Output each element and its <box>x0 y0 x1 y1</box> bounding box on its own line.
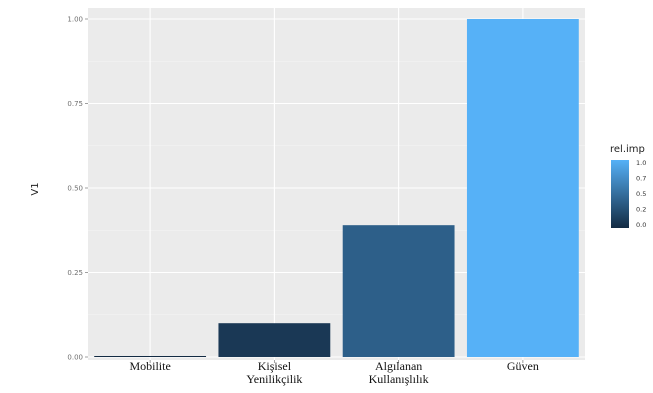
y-axis-title: V1 <box>30 182 41 195</box>
y-tick-label: 0.25 <box>67 269 83 277</box>
color-legend: rel.imp 1.0 0.7 0.5 0.2 0.0 <box>610 144 646 229</box>
y-tick-label: 0.75 <box>67 100 83 108</box>
x-tick-label: Algılanan <box>375 359 422 373</box>
x-tick-label: Mobilite <box>129 359 170 373</box>
x-tick-label: Güven <box>507 359 539 373</box>
legend-label: 0.0 <box>636 221 646 229</box>
bar <box>342 225 455 357</box>
legend-label: 0.7 <box>636 175 646 183</box>
bars <box>94 19 579 357</box>
bar <box>94 356 207 357</box>
y-tick-label: 0.00 <box>67 354 83 362</box>
y-tick-label: 0.50 <box>67 185 83 193</box>
y-axis: 0.00 0.25 0.50 0.75 1.00 <box>67 16 88 362</box>
y-tick-label: 1.00 <box>67 16 83 24</box>
x-tick-label: Kişisel <box>258 359 292 373</box>
bar <box>466 19 579 357</box>
legend-label: 1.0 <box>636 159 646 167</box>
legend-label: 0.2 <box>636 206 646 214</box>
legend-title: rel.imp <box>610 144 645 155</box>
bar <box>218 323 331 357</box>
x-tick-label: Kullanışlılık <box>369 372 429 386</box>
legend-labels: 1.0 0.7 0.5 0.2 0.0 <box>636 159 646 229</box>
legend-label: 0.5 <box>636 190 646 198</box>
x-tick-label: Yenilikçilik <box>246 372 302 386</box>
legend-colorbar <box>611 160 629 228</box>
